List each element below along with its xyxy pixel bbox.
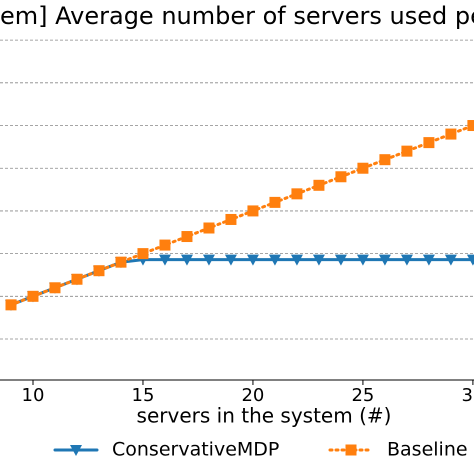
data-point — [423, 137, 435, 149]
x-tick-label: 15 — [132, 385, 155, 406]
data-point — [247, 205, 259, 217]
data-point — [27, 290, 39, 302]
data-point — [203, 222, 215, 234]
data-point — [422, 254, 435, 266]
data-point — [137, 248, 149, 260]
data-point — [158, 254, 171, 266]
data-point — [225, 213, 237, 225]
data-point — [444, 254, 457, 266]
data-point — [49, 282, 61, 294]
data-point — [268, 254, 281, 266]
data-point — [313, 179, 325, 191]
data-point — [378, 254, 391, 266]
legend-marker — [70, 445, 82, 456]
data-point — [181, 231, 193, 243]
legend-label: Baseline — [387, 439, 468, 461]
data-point — [93, 265, 105, 277]
data-point — [401, 145, 413, 157]
x-tick-label: 25 — [351, 385, 374, 406]
data-point — [180, 254, 193, 266]
data-point — [312, 254, 325, 266]
data-point — [335, 171, 347, 183]
data-point — [334, 254, 347, 266]
data-point — [159, 239, 171, 251]
data-point — [291, 188, 303, 200]
data-point — [357, 162, 369, 174]
data-point — [290, 254, 303, 266]
data-point — [467, 120, 474, 132]
data-point — [356, 254, 369, 266]
data-point — [269, 196, 281, 208]
chart-title: em] Average number of servers used pe — [0, 2, 474, 30]
x-axis-label: servers in the system (#) — [137, 404, 392, 428]
data-point — [400, 254, 413, 266]
data-point — [466, 254, 474, 266]
data-point — [202, 254, 215, 266]
series-line — [9, 124, 474, 307]
data-point — [379, 154, 391, 166]
data-point — [445, 128, 457, 140]
data-point — [115, 256, 127, 268]
data-point — [71, 273, 83, 285]
x-tick-label: 20 — [241, 385, 264, 406]
data-point — [224, 254, 237, 266]
x-tick-label: 10 — [22, 385, 45, 406]
x-tick-label: 30 — [461, 385, 474, 406]
legend-marker — [345, 444, 357, 456]
legend-label: ConservativeMDP — [112, 439, 279, 461]
data-point — [246, 254, 259, 266]
data-point — [5, 299, 17, 311]
